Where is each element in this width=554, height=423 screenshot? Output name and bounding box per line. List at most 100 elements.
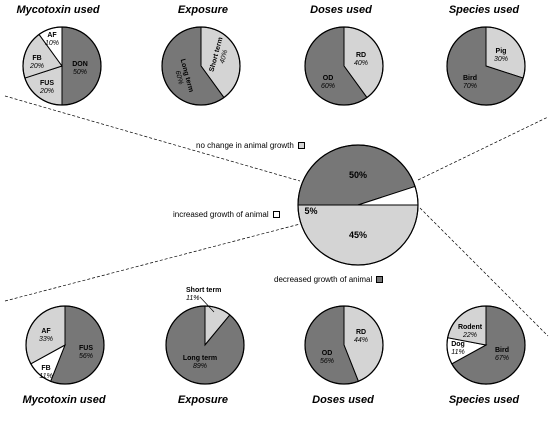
connector-lines [4, 95, 549, 337]
slice-label-top-mycotoxin-3: AF 10% [45, 32, 59, 47]
header-top-doses: Doses used [310, 4, 372, 16]
slice-label-center-2: 5% [304, 206, 317, 216]
legend-decreased-label: decreased growth of animal [274, 275, 373, 284]
slice-name-bottom-doses-0: RD [356, 329, 366, 336]
slice-label-top-mycotoxin-0: DON 50% [72, 61, 88, 76]
slice-label-bottom-exposure-0: Short term 11% [186, 287, 221, 302]
slice-value-top-mycotoxin-3: 10% [45, 40, 59, 47]
slice-name-bottom-doses-1: OD [322, 350, 333, 357]
slice-label-bottom-species-0: Bird 67% [495, 347, 509, 362]
header-bottom-exposure: Exposure [177, 394, 229, 406]
slice-value-top-doses-0: 40% [354, 60, 368, 67]
header-top-mycotoxin: Mycotoxin used [16, 4, 100, 16]
legend-increased-label: increased growth of animal [173, 210, 269, 219]
slice-label-bottom-doses-1: OD 56% [320, 350, 334, 365]
slice-label-top-species-1: Bird 70% [463, 75, 477, 90]
slice-name-top-mycotoxin-1: FUS [40, 80, 54, 87]
slice-name-top-species-0: Pig [496, 48, 507, 55]
slice-value-bottom-exposure-1: 89% [193, 363, 207, 370]
pie-top-exposure: Short term40%Long term60% [161, 26, 241, 106]
slice-name-top-doses-1: OD [323, 75, 334, 82]
slice-label-bottom-species-1: Dog 11% [451, 341, 465, 356]
slice-value-bottom-doses-1: 56% [320, 358, 334, 365]
slice-label-bottom-doses-0: RD 44% [354, 329, 368, 344]
slice-name-top-doses-0: RD [356, 52, 366, 59]
legend-no-change: no change in animal growth [196, 141, 305, 150]
slice-name-bottom-exposure-0: Short term [186, 287, 221, 294]
pie-rim-top-exposure [161, 26, 241, 106]
pie-rim-top-mycotoxin [22, 26, 102, 106]
leader-line-bottom-exposure-0 [199, 296, 215, 313]
legend-increased: increased growth of animal [173, 210, 280, 219]
legend-no-change-swatch [297, 142, 305, 149]
pie-rim-bottom-mycotoxin [25, 305, 105, 385]
slice-value-top-exposure-1: 60% [174, 70, 184, 85]
slice-name-bottom-exposure-1: Long term [183, 355, 217, 362]
slice-name-bottom-species-1: Dog [451, 341, 465, 348]
pie-bottom-doses: RD 44% OD 56% [304, 305, 384, 385]
header-top-species: Species used [448, 4, 520, 16]
slice-value-top-species-1: 70% [463, 83, 477, 90]
pie-top-mycotoxin: DON 50%FUS 20%FB 20%AF 10% [22, 26, 102, 106]
pie-rim-top-doses [304, 26, 384, 106]
slice-label-top-mycotoxin-1: FUS 20% [39, 80, 54, 95]
slice-name-top-mycotoxin-0: DON [72, 61, 88, 68]
slice-name-bottom-species-0: Bird [495, 347, 509, 354]
legend-increased-swatch [272, 211, 280, 218]
slice-label-bottom-mycotoxin-1: FB 11% [39, 365, 53, 380]
connector-line-bottom-left [4, 223, 301, 302]
slice-label-center-1: 45% [349, 230, 367, 240]
slice-value-bottom-mycotoxin-2: 33% [39, 336, 53, 343]
slice-value-bottom-species-2: 22% [462, 332, 477, 339]
header-top-exposure: Exposure [177, 4, 229, 16]
slice-value-top-mycotoxin-1: 20% [39, 88, 54, 95]
slice-value-bottom-exposure-0: 11% [186, 295, 200, 302]
pies: 50%45%5%DON 50%FUS 20%FB 20%AF 10% Short term… [22, 26, 526, 385]
header-bottom-doses: Doses used [312, 394, 374, 406]
slice-value-top-mycotoxin-2: 20% [29, 63, 44, 70]
slice-value-bottom-mycotoxin-1: 11% [39, 373, 53, 380]
header-bottom-species: Species used [448, 394, 520, 406]
pie-rim-bottom-exposure [165, 305, 245, 385]
pie-rim-top-species [446, 26, 526, 106]
legend-decreased: decreased growth of animal [274, 275, 384, 284]
slice-name-top-species-1: Bird [463, 75, 477, 82]
slice-label-center-0: 50% [349, 170, 367, 180]
pie-rim-bottom-doses [304, 305, 384, 385]
slice-label-top-doses-0: RD 40% [354, 52, 368, 67]
slice-value-bottom-mycotoxin-0: 56% [79, 353, 93, 360]
pie-bottom-exposure: Short term 11% Long term 89% [165, 287, 245, 385]
pie-top-doses: RD 40% OD 60% [304, 26, 384, 106]
slice-label-bottom-exposure-1: Long term 89% [183, 355, 217, 370]
slice-value-top-doses-1: 60% [321, 83, 335, 90]
pie-top-species: Pig 30% Bird 70% [446, 26, 526, 106]
slice-name-bottom-mycotoxin-2: AF [41, 328, 51, 335]
slice-name-top-mycotoxin-3: AF [47, 32, 57, 39]
slice-label-top-doses-1: OD 60% [321, 75, 335, 90]
slice-name-bottom-mycotoxin-1: FB [41, 365, 50, 372]
pie-center: 50% 45% 5% [297, 144, 419, 266]
connector-line-bottom-right [419, 207, 549, 337]
connector-line-top-left [4, 95, 301, 182]
slice-label-bottom-mycotoxin-2: AF 33% [39, 328, 53, 343]
slice-label-bottom-mycotoxin-0: FUS 56% [79, 345, 93, 360]
slice-label-top-species-0: Pig 30% [494, 48, 508, 63]
slice-value-bottom-doses-0: 44% [354, 337, 368, 344]
legend-decreased-swatch [376, 276, 384, 283]
pie-rim-center [297, 144, 419, 266]
slice-value-top-exposure-0: 40% [219, 49, 229, 64]
pie-bottom-species: Bird 67% Dog 11% Rodent 22% [446, 305, 526, 385]
slice-name-bottom-species-2: Rodent [458, 324, 483, 331]
pie-rim-bottom-species [446, 305, 526, 385]
slice-label-bottom-species-2: Rodent 22% [458, 324, 483, 339]
slice-name-top-mycotoxin-2: FB [32, 55, 41, 62]
pie-bottom-mycotoxin: FUS 56% FB 11% AF 33% [25, 305, 105, 385]
header-bottom-mycotoxin: Mycotoxin used [22, 394, 106, 406]
slice-value-top-species-0: 30% [494, 56, 508, 63]
slice-name-bottom-mycotoxin-0: FUS [79, 345, 93, 352]
slice-value-bottom-species-0: 67% [495, 355, 509, 362]
slice-label-top-mycotoxin-2: FB 20% [29, 55, 44, 70]
legend-no-change-label: no change in animal growth [196, 141, 294, 150]
connector-line-top-right [417, 116, 549, 181]
